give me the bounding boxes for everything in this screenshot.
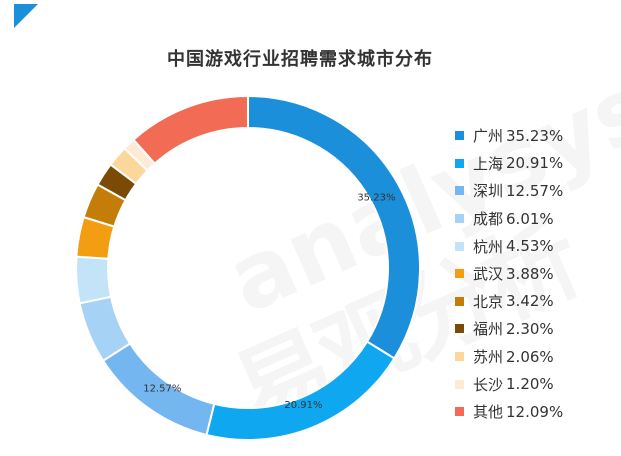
legend-item: 北京 3.42% [455, 288, 563, 316]
legend-percent: 3.42% [506, 292, 554, 311]
chart-title: 中国游戏行业招聘需求城市分布 [167, 49, 433, 70]
chart-legend: 广州 35.23% 上海 20.91% 深圳 12.57% 成都 6.01% 杭州 4.53% 武汉… [455, 122, 563, 426]
legend-swatch [455, 296, 464, 306]
legend-label: 上海 [473, 154, 504, 173]
legend-label: 杭州 [473, 237, 504, 256]
legend-swatch [455, 214, 464, 224]
legend-percent: 12.57% [506, 181, 564, 200]
legend-percent: 1.20% [506, 375, 554, 394]
legend-item: 其他 12.09% [455, 398, 563, 426]
donut-slice-0 [247, 94, 421, 360]
legend-item: 苏州 2.06% [455, 343, 563, 371]
legend-item: 武汉 3.88% [455, 260, 563, 288]
legend-percent: 4.53% [506, 237, 554, 256]
legend-percent: 6.01% [506, 209, 554, 228]
legend-swatch [455, 241, 464, 251]
legend-label: 武汉 [473, 265, 504, 284]
legend-swatch [455, 379, 464, 389]
legend-label: 北京 [473, 292, 504, 311]
slice-data-label-1: 20.91% [284, 400, 322, 411]
legend-swatch [455, 407, 464, 417]
donut-slice-1 [205, 340, 396, 441]
donut-slice-4 [75, 255, 113, 305]
legend-swatch [455, 186, 464, 196]
legend-item: 广州 35.23% [455, 122, 563, 150]
legend-label: 长沙 [473, 375, 504, 394]
legend-percent: 2.06% [506, 347, 554, 366]
legend-label: 广州 [473, 127, 504, 146]
legend-label: 深圳 [473, 182, 504, 201]
legend-swatch [455, 269, 464, 279]
legend-swatch [455, 352, 464, 362]
legend-item: 长沙 1.20% [455, 370, 563, 398]
legend-percent: 35.23% [506, 126, 564, 145]
legend-label: 苏州 [473, 348, 504, 367]
legend-percent: 12.09% [506, 402, 564, 421]
legend-item: 深圳 12.57% [455, 177, 563, 205]
legend-percent: 3.88% [506, 264, 554, 283]
legend-label: 成都 [473, 210, 504, 229]
slice-data-label-2: 12.57% [143, 383, 181, 394]
legend-item: 成都 6.01% [455, 205, 563, 233]
legend-percent: 20.91% [506, 154, 564, 173]
slice-data-label-0: 35.23% [357, 192, 395, 203]
legend-label: 其他 [473, 403, 504, 422]
legend-item: 杭州 4.53% [455, 232, 563, 260]
corner-triangle-logo [14, 4, 38, 28]
legend-item: 上海 20.91% [455, 150, 563, 178]
legend-percent: 2.30% [506, 319, 554, 338]
legend-swatch [455, 158, 464, 168]
donut-slice-10 [132, 94, 249, 165]
legend-swatch [455, 324, 464, 334]
legend-item: 福州 2.30% [455, 315, 563, 343]
legend-swatch [455, 131, 464, 141]
legend-label: 福州 [473, 320, 504, 339]
